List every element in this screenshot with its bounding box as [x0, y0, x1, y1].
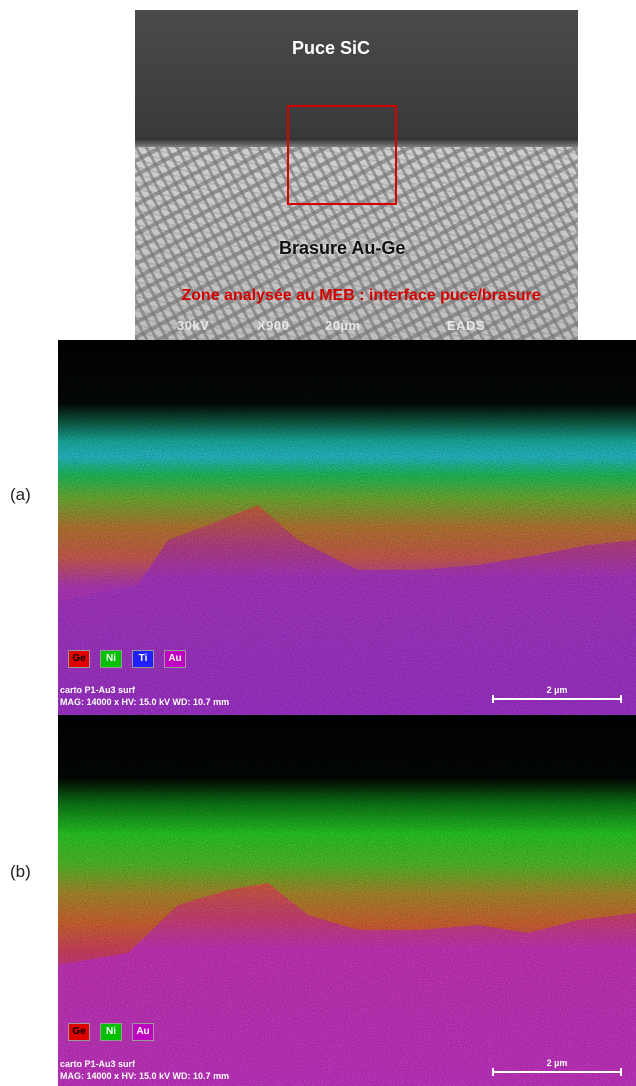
eds-map-a-image [58, 340, 636, 715]
panel-b-letter: (b) [10, 862, 31, 881]
scale-line-a [492, 695, 622, 703]
element-legend-a: Ge Ni Ti Au [68, 650, 186, 668]
legend-ti-a: Ti [132, 650, 154, 668]
chip-label: Puce SiC [292, 38, 371, 58]
legend-ni-a: Ni [100, 650, 122, 668]
legend-ge-a: Ge [68, 650, 90, 668]
eds-map-b-image [58, 715, 636, 1086]
scale-label-b: 2 µm [546, 1058, 568, 1068]
sem-kv: 30kV [177, 318, 210, 333]
info-line2-a: MAG: 14000 x HV: 15.0 kV WD: 10.7 mm [60, 697, 230, 707]
scale-bar-a: 2 µm [492, 685, 622, 703]
au-ge-solder-region [135, 147, 578, 340]
sem-org: EADS [447, 318, 486, 333]
sem-micrograph: Puce SiC Brasure Au-Ge 30kV X900 20µm EA… [135, 10, 578, 340]
zone-caption: Zone analysée au MEB : interface puce/br… [181, 287, 541, 304]
sic-chip-region [135, 10, 578, 145]
scale-bar-b: 2 µm [492, 1058, 622, 1076]
info-block-b: carto P1-Au3 surf MAG: 14000 x HV: 15.0 … [60, 1058, 229, 1082]
info-block-a: carto P1-Au3 surf MAG: 14000 x HV: 15.0 … [60, 684, 229, 708]
panel-a-letter: (a) [10, 485, 31, 504]
legend-ni-b: Ni [100, 1023, 122, 1041]
legend-ge-b: Ge [68, 1023, 90, 1041]
solder-label: Brasure Au-Ge [279, 238, 406, 258]
info-line2-b: MAG: 14000 x HV: 15.0 kV WD: 10.7 mm [60, 1071, 230, 1081]
scale-line-b [492, 1068, 622, 1076]
analysis-zone-box [287, 105, 397, 205]
info-line1-b: carto P1-Au3 surf [60, 1059, 136, 1069]
eds-map-a: Ge Ni Ti Au carto P1-Au3 surf MAG: 14000… [58, 340, 636, 715]
sem-scale: 20µm [325, 318, 361, 333]
scale-label-a: 2 µm [546, 685, 568, 695]
legend-au-a: Au [164, 650, 186, 668]
element-legend-b: Ge Ni Au [68, 1023, 154, 1041]
info-line1-a: carto P1-Au3 surf [60, 685, 136, 695]
eds-map-b: Ge Ni Au carto P1-Au3 surf MAG: 14000 x … [58, 715, 636, 1086]
sem-mag: X900 [257, 318, 290, 333]
legend-au-b: Au [132, 1023, 154, 1041]
